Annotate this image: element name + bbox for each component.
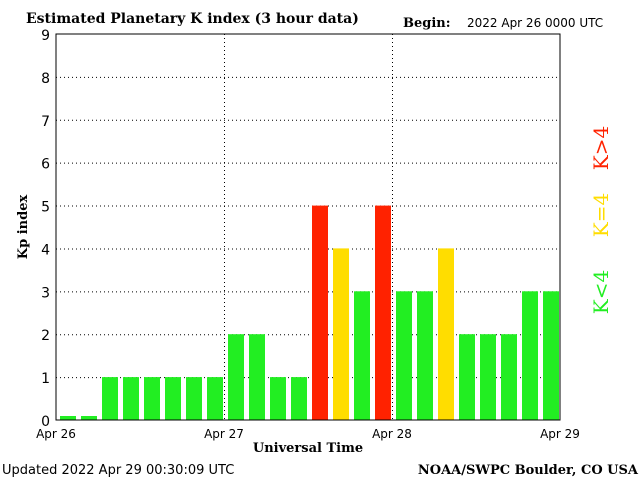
kp-bar xyxy=(333,248,349,420)
y-tick-label: 9 xyxy=(41,28,50,44)
legend-k-greater-4: K>4 xyxy=(589,126,613,170)
kp-bar xyxy=(375,205,391,420)
kp-bar xyxy=(354,291,370,420)
plot-frame xyxy=(55,33,561,421)
begin-label: Begin: xyxy=(403,16,451,31)
x-tick-label: Apr 26 xyxy=(36,427,76,441)
kp-bar xyxy=(186,377,202,420)
y-tick-label: 7 xyxy=(41,114,50,130)
y-tick-label: 4 xyxy=(41,242,50,258)
y-tick-label: 2 xyxy=(41,328,50,344)
grid-lines xyxy=(56,34,560,420)
updated-timestamp: Updated 2022 Apr 29 00:30:09 UTC xyxy=(2,463,234,478)
kp-bar xyxy=(123,377,139,420)
x-tick-label: Apr 28 xyxy=(372,427,412,441)
kp-bar xyxy=(438,248,454,420)
kp-bar xyxy=(270,377,286,420)
kp-bar xyxy=(312,205,328,420)
bars-group xyxy=(60,205,559,420)
kp-bar xyxy=(60,416,76,420)
kp-bar xyxy=(102,377,118,420)
y-tick-label: 3 xyxy=(41,285,50,301)
kp-bar xyxy=(81,416,97,420)
kp-bar xyxy=(249,334,265,420)
y-tick-label: 0 xyxy=(41,414,50,430)
kp-bar xyxy=(291,377,307,420)
chart-title: Estimated Planetary K index (3 hour data… xyxy=(26,11,359,27)
legend-k-less-4: K<4 xyxy=(589,270,613,314)
kp-bar xyxy=(165,377,181,420)
y-tick-label: 5 xyxy=(41,200,50,216)
kp-bar xyxy=(501,334,517,420)
y-tick-label: 6 xyxy=(41,157,50,173)
y-tick-labels: 0 1 2 3 4 5 6 7 8 9 xyxy=(41,28,50,430)
x-tick-label: Apr 27 xyxy=(204,427,244,441)
kp-bar xyxy=(522,291,538,420)
x-tick-labels: Apr 26 Apr 27 Apr 28 Apr 29 xyxy=(36,427,580,441)
kp-bar xyxy=(396,291,412,420)
y-tick-label: 8 xyxy=(41,71,50,87)
legend-k-equal-4: K=4 xyxy=(589,193,613,237)
kp-bar xyxy=(144,377,160,420)
begin-value: 2022 Apr 26 0000 UTC xyxy=(467,16,603,30)
kp-bar xyxy=(228,334,244,420)
y-axis-label: Kp index xyxy=(16,195,31,260)
kp-bar xyxy=(543,291,559,420)
data-source-credit: NOAA/SWPC Boulder, CO USA xyxy=(418,463,639,478)
kp-bar xyxy=(417,291,433,420)
x-tick-label: Apr 29 xyxy=(540,427,580,441)
y-tick-label: 1 xyxy=(41,371,50,387)
kp-bar xyxy=(207,377,223,420)
x-axis-label: Universal Time xyxy=(253,441,363,456)
kp-bar xyxy=(459,334,475,420)
kp-bar xyxy=(480,334,496,420)
